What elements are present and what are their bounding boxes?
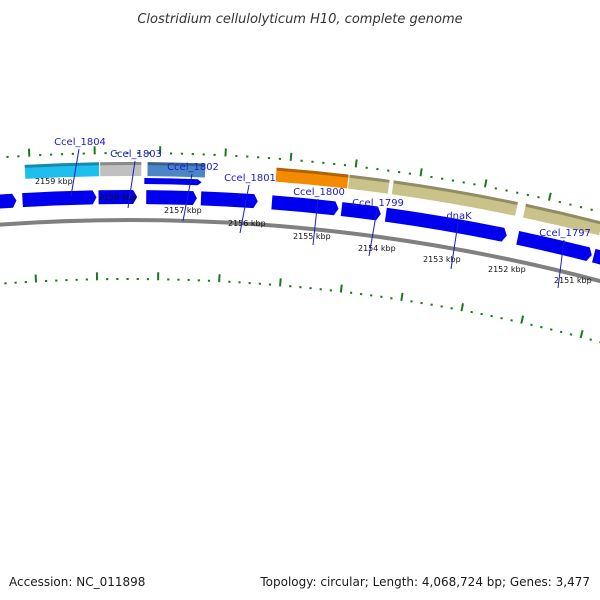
feature-cyan-edge [24, 162, 100, 168]
feature-grey-edge [100, 161, 142, 166]
outer-major-tick [483, 179, 488, 188]
cds-arrow [144, 178, 202, 186]
gene-label-group: Ccel_1804 [54, 137, 106, 197]
feature-steelblue [147, 162, 206, 178]
gene-label-leader [557, 239, 565, 289]
cds-arrow [200, 191, 258, 209]
feature-cyan [24, 162, 100, 179]
tick-label: 2154 kbp [358, 244, 396, 253]
gene-label: Ccel_1801 [224, 173, 276, 184]
tick-labels: 2159 kbp 2158 kbp 2157 kbp 2156 kbp 2155 kbp… [35, 177, 592, 285]
gene-label-leader [450, 222, 459, 270]
gene-label-group: Ccel_1802 [167, 162, 219, 222]
gene-label: Ccel_1800 [293, 187, 345, 198]
cds-arrow [271, 195, 339, 216]
inner-major-tick [460, 303, 464, 312]
feature-khaki-3-band [523, 203, 600, 236]
tick-label: 2153 kbp [423, 255, 461, 264]
inner-tick-marks [4, 272, 600, 344]
gene-label-leader [182, 173, 193, 222]
gene-label-group: Ccel_1800 [293, 187, 345, 246]
cds-arrow [516, 230, 592, 261]
backbone-line [0, 218, 600, 284]
tick-label: 2158 kbp [99, 193, 137, 202]
cds-arrow [98, 189, 138, 205]
tick-label: 2156 kbp [228, 219, 266, 228]
backbone-arc [0, 218, 600, 284]
gene-label-group: Ccel_1797 [539, 228, 591, 289]
feature-cyan-band [24, 162, 100, 179]
gene-labels: Ccel_1804 Ccel_1803 Ccel_1802 Ccel_1801 Ccel… [54, 137, 591, 289]
gene-label-leader [239, 184, 250, 234]
gene-label-group: dnaK [446, 211, 472, 270]
cds-arrow [22, 190, 97, 208]
gene-label: Ccel_1803 [110, 149, 162, 160]
gene-label-group: Ccel_1803 [110, 149, 162, 209]
tick-label: 2152 kbp [488, 265, 526, 274]
gene-label-leader [368, 209, 378, 257]
cds-arrow [146, 190, 197, 206]
cds-arrow [592, 248, 600, 265]
feature-orange-edge [276, 167, 349, 178]
gene-label-group: Ccel_1801 [224, 173, 276, 234]
gene-label: Ccel_1804 [54, 137, 106, 148]
genome-summary-label: Topology: circular; Length: 4,068,724 bp… [259, 575, 590, 589]
feature-khaki-3 [523, 203, 600, 236]
inner-major-tick [339, 284, 343, 293]
cds-arrow [384, 207, 507, 242]
feature-grey [100, 161, 142, 177]
inner-major-tick [400, 292, 404, 301]
map-title: Clostridium cellulolyticum H10, complete… [137, 12, 462, 27]
feature-khaki-2-band [391, 180, 518, 216]
outer-major-tick [419, 168, 423, 177]
gene-label-leader [70, 148, 80, 197]
cds-arrow [340, 202, 381, 221]
gene-label: dnaK [446, 211, 472, 222]
tick-label: 2157 kbp [164, 206, 202, 215]
feature-khaki-2-edge [393, 180, 518, 205]
gene-label: Ccel_1802 [167, 162, 219, 173]
outer-major-tick [289, 152, 293, 161]
feature-orange [275, 167, 349, 189]
tick-label: 2151 kbp [554, 276, 592, 285]
feature-khaki-1-edge [349, 174, 390, 183]
feature-orange-band [275, 167, 349, 189]
feature-track [24, 161, 600, 236]
feature-steelblue-edge [147, 162, 206, 167]
gene-label-leader [127, 160, 136, 209]
inner-minor-tick [569, 333, 573, 336]
cds-arrow [0, 193, 17, 209]
inner-minor-tick [589, 338, 593, 341]
tick-label: 2159 kbp [35, 177, 73, 186]
tick-label: 2155 kbp [293, 232, 331, 241]
accession-label: Accession: NC_011898 [9, 575, 145, 589]
cds-track [0, 178, 600, 265]
feature-khaki-1 [348, 174, 390, 194]
feature-steelblue-band [147, 162, 206, 178]
outer-tick-marks [6, 146, 593, 211]
inner-major-tick [579, 329, 584, 339]
feature-khaki-1-band [348, 174, 390, 194]
gene-label: Ccel_1797 [539, 228, 591, 239]
feature-khaki-3-edge [525, 203, 600, 225]
gene-label-leader [312, 198, 319, 246]
inner-major-tick [520, 315, 525, 324]
outer-major-tick [547, 192, 552, 201]
gene-label-group: Ccel_1799 [352, 198, 404, 257]
inner-major-tick [279, 278, 282, 287]
outer-major-tick [354, 159, 358, 168]
gene-label: Ccel_1799 [352, 198, 404, 209]
feature-khaki-2 [391, 180, 518, 216]
feature-grey-band [100, 161, 142, 177]
